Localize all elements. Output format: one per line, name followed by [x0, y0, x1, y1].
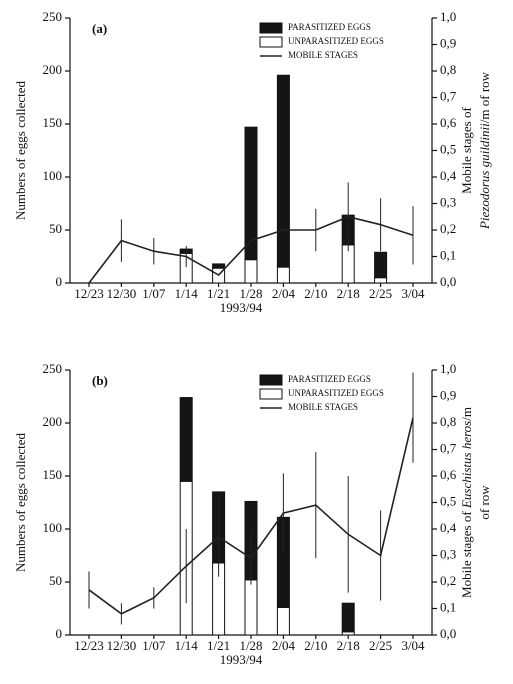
x-tick-label: 1/28: [239, 638, 262, 653]
y-tick-label: 250: [43, 9, 63, 24]
x-axis-label: 1993/94: [220, 652, 263, 667]
y2-label-part: /m: [459, 407, 474, 421]
y-axis-label: Numbers of eggs collected: [13, 81, 28, 220]
x-tick-label: 12/30: [107, 286, 137, 301]
chart: 0 50 100 150 200 250 0,0 0,1 0,2 0,3 0,4 0,5 0,6 0,7 0…: [13, 9, 492, 315]
y-tick-label: 0: [56, 626, 63, 641]
x-tick-label: 2/04: [272, 638, 296, 653]
y2-axis-label: Mobile stages of: [459, 107, 474, 194]
y2-tick-label: 0,9: [440, 35, 456, 50]
y2-tick-label: 0,2: [440, 221, 456, 236]
x-tick-label: 12/23: [74, 286, 104, 301]
y2-tick-label: 0,0: [440, 626, 456, 641]
x-tick-label: 1/07: [142, 286, 166, 301]
y2-tick-label: 0,4: [440, 168, 457, 183]
x-tick-label: 1/14: [175, 638, 199, 653]
bar: [341, 602, 355, 633]
bar: [276, 606, 290, 636]
bar: [212, 263, 226, 269]
y2-tick-label: 0,8: [440, 414, 456, 429]
bar: [374, 277, 388, 284]
y2-axis-label: Piezodorus guildinii/m of row: [477, 71, 492, 230]
y2-tick-label: 1,0: [440, 361, 456, 376]
y2-tick-label: 0,8: [440, 62, 456, 77]
y-tick-label: 200: [43, 62, 63, 77]
bar: [179, 397, 193, 482]
panel-label: (a): [92, 21, 107, 36]
x-tick-label: 12/30: [107, 638, 137, 653]
legend-swatch: [259, 36, 283, 48]
y2-label-part: Piezodorus guildinii: [477, 123, 492, 230]
legend-swatch: [259, 374, 283, 386]
y2-tick-label: 0,3: [440, 194, 456, 209]
x-tick-label: 3/04: [401, 286, 425, 301]
y2-tick-label: 0,5: [440, 141, 456, 156]
x-tick-label: 1/28: [239, 286, 262, 301]
x-tick-label: 1/21: [207, 286, 230, 301]
y2-tick-label: 0,0: [440, 274, 456, 289]
x-tick-label: 2/10: [304, 286, 327, 301]
y-tick-label: 200: [43, 414, 63, 429]
y2-label-part: Mobile stages of: [459, 107, 474, 194]
legend-label: UNPARASITIZED EGGS: [288, 388, 384, 398]
legend-label: MOBILE STAGES: [288, 402, 358, 412]
x-tick-label: 2/10: [304, 638, 327, 653]
x-tick-label: 1/14: [175, 286, 199, 301]
x-axis-label: 1993/94: [220, 300, 263, 315]
x-tick-label: 2/18: [337, 638, 360, 653]
y-tick-label: 50: [49, 221, 62, 236]
x-tick-label: 2/04: [272, 286, 296, 301]
y2-tick-label: 0,6: [440, 467, 457, 482]
legend-swatch: [259, 388, 283, 400]
y-tick-label: 150: [43, 115, 63, 130]
bar: [244, 259, 258, 284]
y-tick-label: 0: [56, 274, 63, 289]
bar: [374, 251, 388, 279]
y2-tick-label: 0,4: [440, 520, 457, 535]
y2-axis-label: of row: [477, 485, 492, 520]
x-tick-label: 2/25: [369, 286, 392, 301]
bar: [244, 579, 258, 636]
legend-label: PARASITIZED EGGS: [288, 374, 371, 384]
y2-label-part: of row: [477, 485, 492, 520]
y2-tick-label: 0,9: [440, 387, 456, 402]
x-tick-label: 2/18: [337, 286, 360, 301]
bar: [276, 74, 290, 268]
y2-tick-label: 0,7: [440, 440, 457, 455]
legend-label: PARASITIZED EGGS: [288, 22, 371, 32]
y2-label-part: /m of row: [477, 71, 492, 123]
legend-label: UNPARASITIZED EGGS: [288, 36, 384, 46]
bar: [244, 126, 258, 261]
y2-label-part: Euschistus heros: [459, 421, 474, 509]
y-axis-label: Numbers of eggs collected: [13, 433, 28, 572]
legend-swatch: [259, 22, 283, 34]
y2-tick-label: 0,2: [440, 573, 456, 588]
y-tick-label: 150: [43, 467, 63, 482]
y2-label-part: Mobile stages of: [459, 508, 474, 598]
y2-tick-label: 0,1: [440, 599, 456, 614]
x-tick-label: 1/21: [207, 638, 230, 653]
y2-tick-label: 0,5: [440, 493, 456, 508]
y2-tick-label: 0,1: [440, 247, 456, 262]
y2-tick-label: 0,3: [440, 546, 456, 561]
bar: [276, 266, 290, 284]
panel-label: (b): [92, 373, 108, 388]
x-tick-label: 3/04: [401, 638, 425, 653]
y-tick-label: 50: [49, 573, 62, 588]
line: [88, 215, 414, 284]
chart: 0 50 100 150 200 250 0,0 0,1 0,2 0,3 0,4 0,5 0,6 0,7 0…: [13, 361, 492, 667]
y2-axis-label: Mobile stages of Euschistus heros/m: [459, 407, 474, 598]
y2-tick-label: 0,7: [440, 88, 457, 103]
y2-tick-label: 0,6: [440, 115, 457, 130]
x-tick-label: 1/07: [142, 638, 166, 653]
y2-tick-label: 1,0: [440, 9, 456, 24]
x-tick-label: 2/25: [369, 638, 392, 653]
legend-label: MOBILE STAGES: [288, 50, 358, 60]
x-tick-label: 12/23: [74, 638, 104, 653]
y-tick-label: 250: [43, 361, 63, 376]
y-tick-label: 100: [43, 168, 63, 183]
y-tick-label: 100: [43, 520, 63, 535]
